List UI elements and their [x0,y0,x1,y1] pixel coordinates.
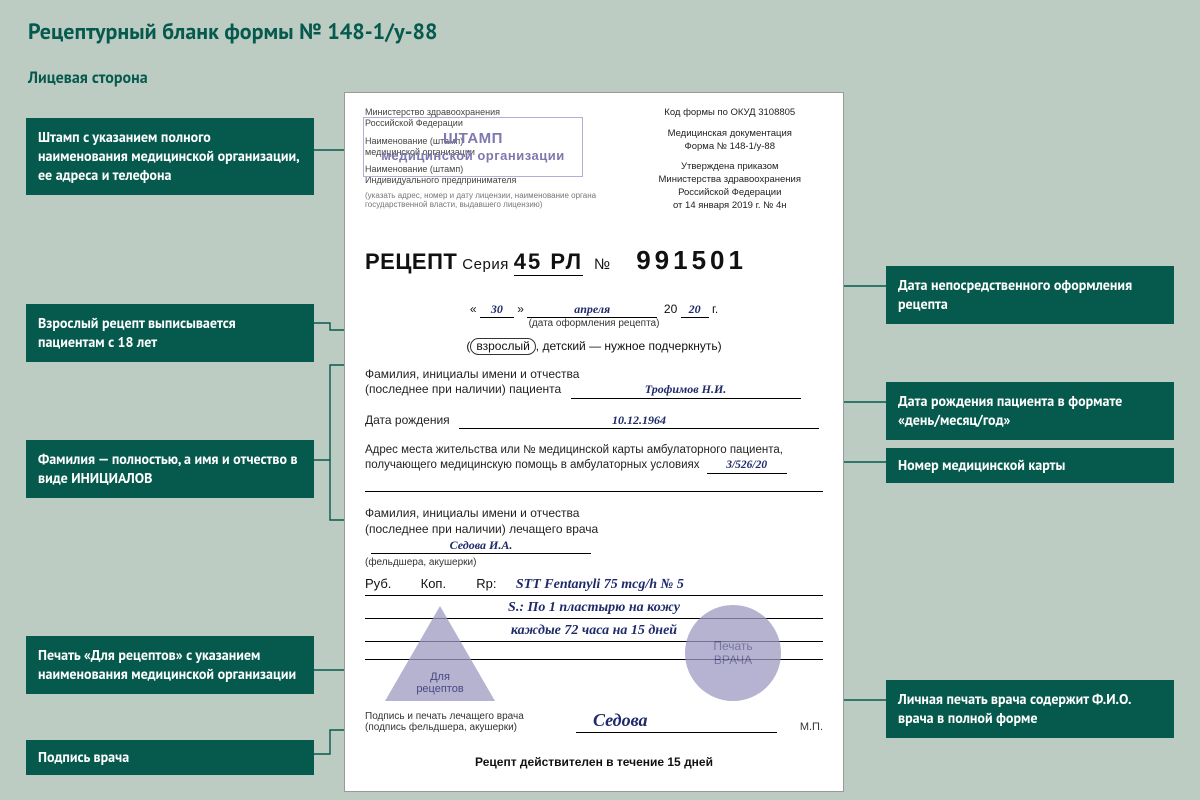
dob-label: Дата рождения [365,413,450,427]
org-name-line1: Наименование (штамп) [365,136,623,147]
rp-label: Rp: [476,576,512,591]
doctor-label2: (последнее при наличии) лечащего врача [365,522,598,536]
tri-l2: рецептов [416,683,463,695]
sig-label1: Подпись и печать лечащего врача [365,711,576,722]
approved-line3: Российской Федерации [637,187,823,200]
doctor-signature: Седова [593,710,648,731]
callout-seal-rx: Печать «Для рецептов» с указанием наимен… [26,636,314,694]
number-label: № [594,256,611,273]
date-month: апреля [527,302,657,318]
card-number: 3/526/20 [707,458,787,474]
callout-adult: Взрослый рецепт выписывается пациентам с… [26,304,314,362]
callout-doc-seal: Личная печать врача содержит Ф.И.О. врач… [886,680,1174,738]
prescription-form: Министерство здравоохранения Российской … [344,92,844,792]
patient-label1: Фамилия, инициалы имени и отчества [365,367,579,381]
recipe-header: РЕЦЕПТ Серия 45 РЛ № 991501 [365,245,823,276]
age-rest: , детский — нужное подчеркнуть) [536,339,722,353]
org-name-line2: медицинской организации [365,147,623,158]
date-line: « 30 » апреля 20 20 г. (дата оформления … [365,302,823,329]
rx-seal-label: Для рецептов [385,671,495,695]
dob-row: Дата рождения 10.12.1964 [365,413,823,430]
approved-line1: Утверждена приказом [637,161,823,174]
doctor-row: Фамилия, инициалы имени и отчества (посл… [365,506,823,569]
rp-line1: STT Fentanyli 75 mcg/h № 5 [516,577,684,592]
stage: Штамп с указанием полного наименования м… [0,0,1200,800]
sig-label2: (подпись фельдшера, акушерки) [365,722,576,733]
date-year: 20 [681,302,709,318]
doctor-label3: (фельдшера, акушерки) [365,557,476,568]
approved-line4: от 14 января 2019 г. № 4н [637,200,823,213]
year-suffix: г. [712,302,718,316]
blank-line [365,480,823,492]
doctor-label1: Фамилия, инициалы имени и отчества [365,506,579,520]
circle-l2: ВРАЧА [714,653,752,667]
patient-label2: (последнее при наличии) пациента [365,382,561,396]
quote-close: » [517,302,524,316]
date-day: 30 [480,302,514,318]
circle-l1: Печать [713,639,752,653]
year-prefix: 20 [664,302,677,316]
age-line: (взрослый, детский — нужное подчеркнуть) [365,339,823,353]
callout-date: Дата непосредственного оформления рецепт… [886,266,1174,324]
age-adult-circled: взрослый [470,338,535,355]
kop-label: Коп. [421,576,473,591]
address-row: Адрес места жительства или № медицинской… [365,443,823,474]
doctor-seal-circle: Печать ВРАЧА [685,605,781,701]
patient-row: Фамилия, инициалы имени и отчества (посл… [365,367,823,399]
ip-name-line2: Индивидуального предпринимателя [365,175,623,186]
number-value: 991501 [622,245,762,276]
validity-line: Рецепт действителен в течение 15 дней [345,755,843,769]
okud-code: Код формы по ОКУД 3108805 [637,107,823,120]
callout-stamp: Штамп с указанием полного наименования м… [26,118,314,195]
doc-type: Медицинская документация [637,128,823,141]
ministry-line2: Российской Федерации [365,118,623,129]
license-note: (указать адрес, номер и дату лицензии, н… [365,191,623,210]
quote-open: « [470,302,477,316]
rub-label: Руб. [365,576,417,591]
callout-fio: Фамилия — полностью, а имя и отчество в … [26,440,314,498]
callout-dob: Дата рождения пациента в формате «день/м… [886,382,1174,440]
form-number: Форма № 148-1/у-88 [637,141,823,154]
callout-card-no: Номер медицинской карты [886,448,1174,483]
patient-name: Трофимов Н.И. [645,382,727,396]
ip-name-line1: Наименование (штамп) [365,164,623,175]
form-top-left: Министерство здравоохранения Российской … [365,107,623,213]
mp-label: М.П. [777,721,823,733]
ministry-line1: Министерство здравоохранения [365,107,623,118]
doctor-name: Седова И.А. [450,538,513,552]
tri-l1: Для [430,671,450,683]
recipe-word: РЕЦЕПТ [365,249,457,274]
series-value: 45 РЛ [514,249,583,276]
series-label: Серия [462,256,509,273]
form-top-right: Код формы по ОКУД 3108805 Медицинская до… [637,107,823,213]
dob-value: 10.12.1964 [612,413,666,427]
callout-signature: Подпись врача [26,740,314,775]
approved-line2: Министерства здравоохранения [637,174,823,187]
date-caption: (дата оформления рецепта) [365,318,823,329]
